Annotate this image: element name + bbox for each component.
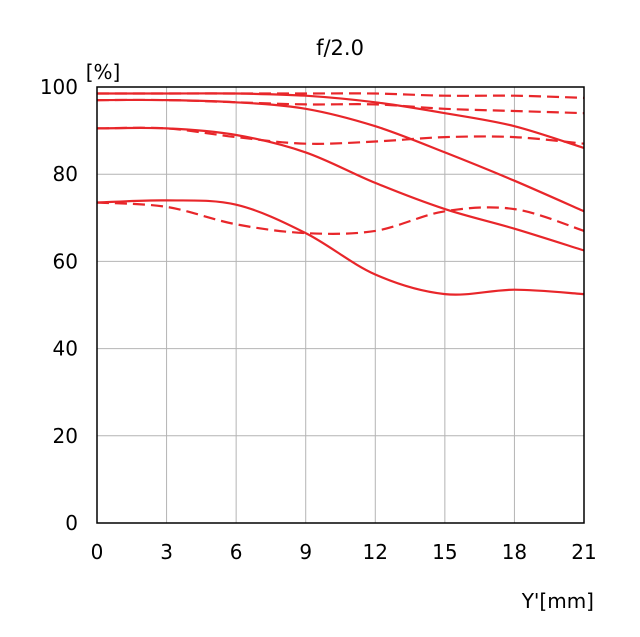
series-line-2-dashed xyxy=(96,92,585,99)
series-line-1-solid xyxy=(96,92,585,150)
y-tick-label: 100 xyxy=(40,75,78,99)
x-tick-label: 9 xyxy=(299,540,312,564)
chart-title: f/2.0 xyxy=(316,36,364,60)
series-line-6-dashed xyxy=(96,126,585,145)
series-line-5-solid xyxy=(96,126,585,252)
series-line-4-dashed xyxy=(96,98,585,115)
series-lines xyxy=(96,92,585,296)
tick-labels: 0 3 6 9 12 15 18 21 0 20 40 60 80 100 xyxy=(40,75,597,564)
y-tick-label: 0 xyxy=(65,511,78,535)
x-tick-label: 6 xyxy=(230,540,243,564)
y-axis-label: [%] xyxy=(86,60,121,84)
y-tick-label: 20 xyxy=(53,424,78,448)
grid xyxy=(96,86,585,524)
series-line-8-dashed xyxy=(96,201,585,235)
y-tick-label: 60 xyxy=(53,249,78,273)
x-tick-label: 18 xyxy=(502,540,527,564)
x-tick-label: 0 xyxy=(91,540,104,564)
x-tick-label: 12 xyxy=(363,540,388,564)
y-tick-label: 40 xyxy=(53,337,78,361)
x-axis-label: Y'[mm] xyxy=(521,589,594,613)
y-tick-label: 80 xyxy=(53,162,78,186)
series-line-3-solid xyxy=(96,98,585,213)
x-tick-label: 21 xyxy=(571,540,596,564)
x-tick-label: 15 xyxy=(432,540,457,564)
x-tick-label: 3 xyxy=(160,540,173,564)
series-line-7-solid xyxy=(96,199,585,296)
plot-frame xyxy=(96,86,585,524)
